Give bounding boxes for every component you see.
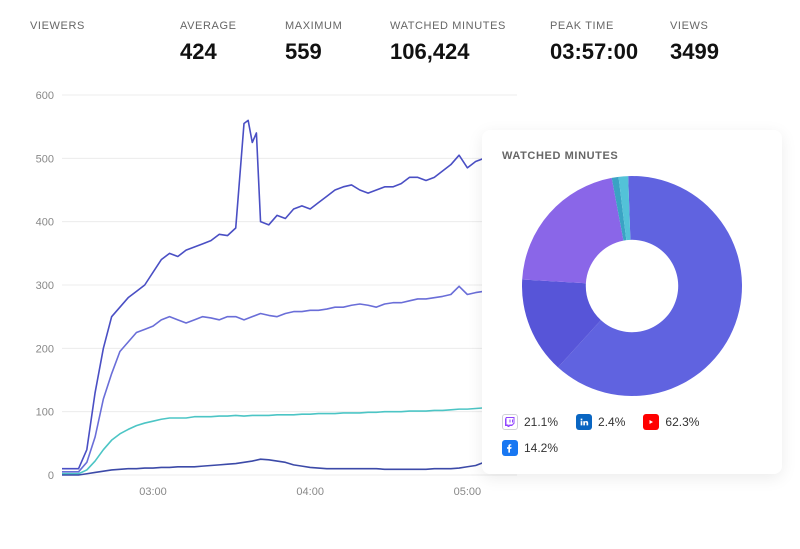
svg-text:0: 0 [48, 470, 54, 482]
svg-text:600: 600 [36, 90, 54, 102]
svg-text:300: 300 [36, 280, 54, 292]
legend-label-twitch: 21.1% [524, 415, 558, 429]
stat-value-watched: 106,424 [390, 39, 540, 65]
stat-label-watched: WATCHED MINUTES [390, 20, 540, 32]
viewers-label: VIEWERS [30, 20, 170, 32]
svg-text:200: 200 [36, 343, 54, 355]
donut-title: WATCHED MINUTES [502, 150, 762, 162]
stat-value-peak: 03:57:00 [550, 39, 660, 65]
donut-chart [502, 176, 762, 396]
stats-header: VIEWERS AVERAGE 424 MAXIMUM 559 WATCHED … [0, 0, 800, 77]
legend-item-twitch: 21.1% [502, 414, 558, 430]
legend-label-linkedin: 2.4% [598, 415, 625, 429]
svg-text:400: 400 [36, 217, 54, 229]
legend-item-youtube: 62.3% [643, 414, 699, 430]
svg-text:03:00: 03:00 [139, 486, 167, 498]
viewers-line-chart: 0 100 200 300 400 500 600 03:00 04:00 05:00 [22, 90, 522, 520]
youtube-icon [643, 414, 659, 430]
stat-value-maximum: 559 [285, 39, 380, 65]
legend-label-facebook: 14.2% [524, 441, 558, 455]
legend-item-linkedin: 2.4% [576, 414, 625, 430]
stat-value-views: 3499 [670, 39, 750, 65]
legend-label-youtube: 62.3% [665, 415, 699, 429]
stat-label-views: VIEWS [670, 20, 750, 32]
stat-value-average: 424 [180, 39, 275, 65]
svg-text:04:00: 04:00 [296, 486, 324, 498]
svg-text:05:00: 05:00 [454, 486, 482, 498]
linkedin-icon [576, 414, 592, 430]
stat-label-peak: PEAK TIME [550, 20, 660, 32]
stat-label-average: AVERAGE [180, 20, 275, 32]
twitch-icon [502, 414, 518, 430]
svg-text:100: 100 [36, 407, 54, 419]
watched-minutes-card: WATCHED MINUTES 21.1% 2.4% 62.3% 14.2% [482, 130, 782, 474]
svg-text:500: 500 [36, 153, 54, 165]
facebook-icon [502, 440, 518, 456]
donut-legend: 21.1% 2.4% 62.3% 14.2% [502, 414, 762, 456]
donut-slice-twitch [522, 178, 623, 283]
legend-item-facebook: 14.2% [502, 440, 558, 456]
stat-label-maximum: MAXIMUM [285, 20, 380, 32]
